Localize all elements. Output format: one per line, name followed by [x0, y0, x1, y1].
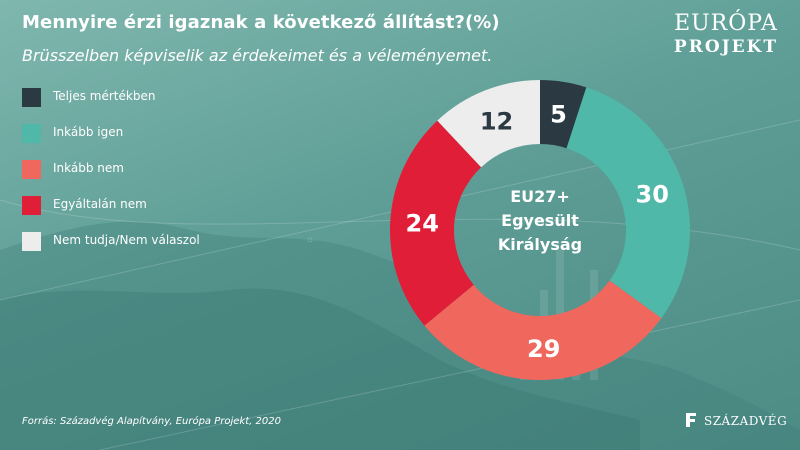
source-note: Forrás: Századvég Alapítvány, Európa Pro…: [22, 416, 281, 427]
slice-inkabb-igen: [566, 87, 690, 319]
center-label-line: Királyság: [498, 235, 582, 254]
legend-swatch: [22, 124, 41, 143]
slice-teljes: [540, 80, 587, 149]
slice-egyaltalan-nem: [390, 120, 482, 326]
legend-label: Egyáltalán nem: [53, 197, 147, 211]
slice-value-label: 29: [527, 335, 560, 363]
brand-text: SZÁZADVÉG: [704, 414, 788, 428]
legend-label: Inkább nem: [53, 161, 124, 175]
slice-value-label: 30: [636, 181, 669, 209]
legend-label: Nem tudja/Nem válaszol: [53, 233, 200, 247]
szazadveg-icon: [686, 413, 696, 427]
donut-chart: 5 30 29 24 12 EU27+ Egyesült Királyság: [390, 80, 690, 380]
center-label-line: Egyesült: [501, 211, 579, 230]
chart-subtitle: Brüsszelben képviselik az érdekeimet és …: [22, 46, 493, 65]
legend-label: Inkább igen: [53, 125, 124, 139]
legend-swatch: [22, 88, 41, 107]
legend-swatch: [22, 232, 41, 251]
logo-top-text: EURÓPA: [674, 11, 778, 36]
logo-bottom-text: PROJEKT: [673, 37, 779, 57]
slice-value-label: 12: [480, 107, 513, 135]
slice-value-label: 5: [550, 100, 567, 128]
slice-nem-tudja: [437, 80, 540, 168]
chart-title: Mennyire érzi igaznak a következő állítá…: [22, 12, 500, 33]
legend-label: Teljes mértékben: [53, 89, 156, 103]
europa-projekt-logo: EURÓPA PROJEKT: [664, 12, 788, 68]
legend-swatch: [22, 160, 41, 179]
legend-swatch: [22, 196, 41, 215]
slice-value-label: 24: [406, 210, 439, 238]
slice-inkabb-nem: [424, 280, 662, 380]
center-label-line: EU27+: [510, 187, 570, 206]
